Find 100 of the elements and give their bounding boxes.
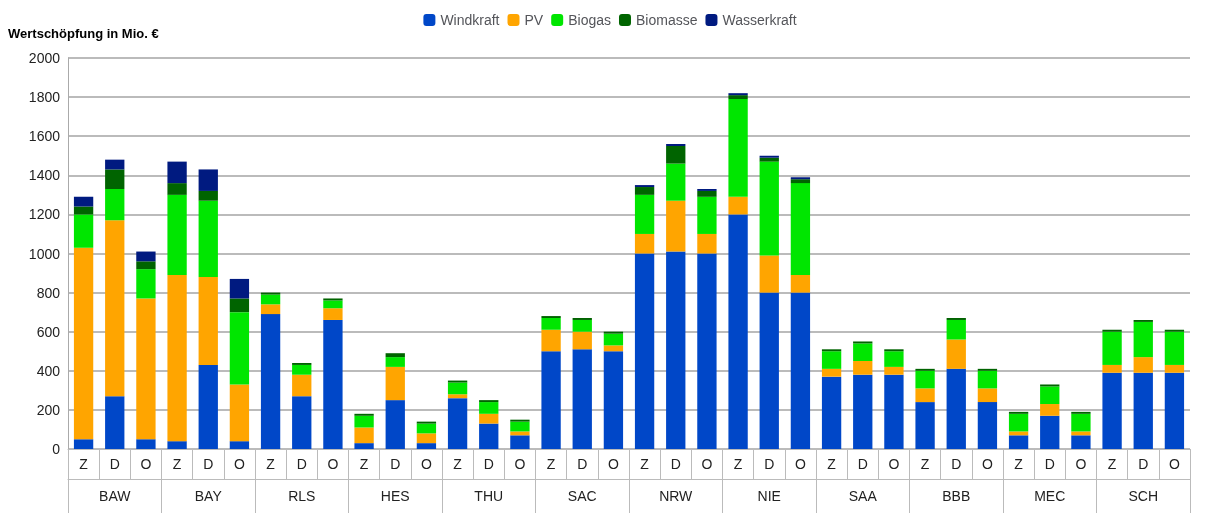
bar	[603, 351, 624, 449]
bar	[1008, 435, 1029, 449]
bar	[292, 396, 312, 449]
x-tick-label: Z	[266, 456, 276, 472]
bar	[634, 194, 655, 234]
bar	[167, 183, 187, 195]
bar	[884, 366, 904, 375]
bar	[105, 220, 125, 397]
y-tick-label: 1800	[28, 89, 61, 106]
bar	[479, 423, 499, 449]
x-tick-label: Z	[359, 456, 369, 472]
bar	[354, 443, 374, 449]
bar	[260, 304, 281, 315]
bar	[1102, 372, 1122, 449]
legend-label: Biomasse	[635, 12, 698, 28]
bar	[323, 308, 343, 320]
bar	[915, 402, 935, 449]
bar	[136, 298, 156, 440]
bar	[447, 394, 468, 399]
x-tick-label: Z	[79, 456, 89, 472]
bar	[385, 357, 405, 367]
text: SAC	[567, 488, 597, 504]
bar	[136, 251, 156, 262]
x-tick-label: O	[607, 456, 619, 472]
bar	[1164, 364, 1185, 373]
x-tick-label: O	[888, 456, 900, 472]
bar	[1008, 413, 1029, 432]
y-axis-title: Wertschöpfung in Mio. €	[8, 26, 159, 41]
x-tick-label: D	[296, 456, 307, 472]
bar	[853, 343, 873, 362]
bar	[198, 364, 218, 449]
bar	[73, 196, 94, 207]
y-tick-label: 400	[36, 362, 61, 379]
bar	[229, 278, 250, 299]
bar	[666, 200, 686, 252]
bar	[354, 427, 374, 444]
bar	[260, 314, 281, 449]
x-tick-label: D	[1138, 456, 1149, 472]
y-tick-label: 1000	[28, 245, 61, 262]
bar	[1071, 413, 1091, 432]
bar	[385, 353, 405, 358]
bar	[1133, 357, 1153, 373]
bar	[1040, 415, 1060, 449]
bar	[510, 435, 530, 449]
bar	[697, 196, 717, 234]
bar	[821, 368, 842, 377]
x-tick-label: Z	[733, 456, 743, 472]
x-tick-label: O	[794, 456, 806, 472]
bar	[853, 374, 873, 449]
bar	[292, 364, 312, 375]
bar	[915, 370, 935, 389]
bar	[603, 345, 624, 352]
bar	[105, 169, 125, 189]
x-tick-label: D	[857, 456, 868, 472]
x-tick-label: O	[1075, 456, 1087, 472]
bar	[447, 382, 468, 395]
y-tick-label: 800	[36, 284, 61, 301]
text: NRW	[659, 488, 694, 504]
bar	[728, 214, 748, 449]
bar	[1040, 404, 1060, 416]
bar	[634, 233, 655, 254]
y-tick-label: 600	[36, 323, 61, 340]
bar	[479, 402, 499, 414]
legend-label: Windkraft	[440, 12, 500, 28]
bar	[167, 441, 187, 449]
x-tick-label: Z	[546, 456, 556, 472]
x-tick-label: Z	[453, 456, 463, 472]
x-tick-label: O	[140, 456, 152, 472]
bar	[946, 368, 966, 449]
bar	[572, 331, 592, 350]
bar	[541, 329, 561, 352]
bar	[416, 423, 437, 434]
bar	[198, 276, 218, 365]
bar	[728, 196, 748, 215]
legend-label: Wasserkraft	[722, 12, 797, 28]
text: RLS	[288, 488, 316, 504]
bar	[167, 275, 187, 442]
bar	[821, 376, 842, 449]
bar	[73, 247, 94, 440]
x-tick-label: O	[981, 456, 993, 472]
x-tick-label: D	[577, 456, 588, 472]
bar	[697, 190, 717, 197]
bar	[728, 99, 748, 197]
text: BAY	[194, 488, 223, 504]
bar	[198, 190, 218, 201]
bar	[634, 253, 655, 449]
bar	[385, 400, 405, 449]
bar	[510, 421, 530, 432]
bar	[790, 292, 811, 449]
bar	[323, 300, 343, 309]
bar	[572, 319, 592, 332]
bar	[136, 261, 156, 270]
x-tick-label: D	[203, 456, 214, 472]
bar	[603, 333, 624, 346]
bar	[385, 366, 405, 401]
bar	[73, 439, 94, 449]
bar	[229, 384, 250, 442]
x-tick-label: O	[327, 456, 339, 472]
bar	[790, 183, 811, 276]
bar	[198, 169, 218, 191]
